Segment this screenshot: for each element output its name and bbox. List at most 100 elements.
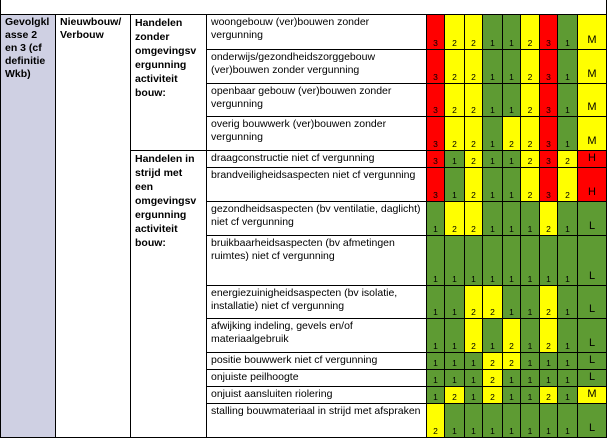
- group-label: Handelen zonder omgevingsvergunning acti…: [131, 15, 207, 151]
- score-cell: 3: [540, 117, 558, 151]
- risk-cell: M: [578, 84, 607, 117]
- score-cell: 1: [465, 370, 483, 387]
- row-description: gezondheidsaspecten (bv ventilatie, dagl…: [207, 202, 427, 236]
- row-description: positie bouwwerk niet cf vergunning: [207, 353, 427, 370]
- top-row: [0, 0, 607, 15]
- score-cell: 3: [427, 84, 445, 117]
- row-description: energiezuinigheidsaspecten (bv isolatie,…: [207, 286, 427, 319]
- score-cell: 1: [483, 168, 503, 202]
- score-cell: 2: [445, 202, 465, 236]
- score-cell: 1: [427, 202, 445, 236]
- score-cell: 2: [540, 286, 558, 319]
- score-cell: 2: [445, 84, 465, 117]
- score-cell: 2: [483, 387, 503, 404]
- score-cell: 2: [521, 151, 540, 168]
- score-cell: 1: [427, 387, 445, 404]
- score-cell: 2: [465, 286, 483, 319]
- score-cell: 2: [465, 117, 483, 151]
- row-description: bruikbaarheidsaspecten (bv afmetingen ru…: [207, 236, 427, 286]
- risk-cell: M: [578, 50, 607, 84]
- score-cell: 1: [540, 236, 558, 286]
- score-cell: 3: [427, 151, 445, 168]
- score-cell: 1: [503, 202, 521, 236]
- risk-cell: L: [578, 353, 607, 370]
- score-cell: 1: [558, 387, 578, 404]
- risk-cell: L: [578, 236, 607, 286]
- risk-cell: L: [578, 286, 607, 319]
- score-cell: 2: [540, 387, 558, 404]
- score-cell: 1: [483, 84, 503, 117]
- score-cell: 2: [445, 15, 465, 50]
- score-cell: 1: [483, 117, 503, 151]
- row-description: brandveiligheidsaspecten niet cf vergunn…: [207, 168, 427, 202]
- score-cell: 1: [558, 117, 578, 151]
- risk-cell: L: [578, 404, 607, 438]
- score-cell: 1: [558, 319, 578, 353]
- score-cell: 1: [503, 286, 521, 319]
- score-cell: 3: [540, 151, 558, 168]
- score-cell: 1: [521, 236, 540, 286]
- score-cell: 2: [521, 117, 540, 151]
- score-cell: 1: [558, 286, 578, 319]
- score-cell: 1: [558, 370, 578, 387]
- score-cell: 1: [503, 387, 521, 404]
- risk-cell: L: [578, 202, 607, 236]
- score-cell: 2: [445, 50, 465, 84]
- score-cell: 2: [503, 117, 521, 151]
- risk-cell: H: [578, 168, 607, 202]
- score-cell: 1: [540, 370, 558, 387]
- score-cell: 3: [540, 168, 558, 202]
- score-cell: 1: [558, 202, 578, 236]
- score-cell: 2: [521, 50, 540, 84]
- row-description: onjuiste peilhoogte: [207, 370, 427, 387]
- score-cell: 1: [558, 353, 578, 370]
- row-description: overig bouwwerk (ver)bouwen zonder vergu…: [207, 117, 427, 151]
- score-cell: 2: [465, 168, 483, 202]
- score-cell: 2: [558, 151, 578, 168]
- score-cell: 1: [427, 370, 445, 387]
- score-cell: 1: [540, 353, 558, 370]
- score-cell: 2: [521, 15, 540, 50]
- score-cell: 1: [445, 353, 465, 370]
- score-cell: 2: [521, 84, 540, 117]
- score-cell: 1: [483, 151, 503, 168]
- score-cell: 1: [521, 319, 540, 353]
- score-cell: 2: [465, 202, 483, 236]
- score-cell: 1: [503, 15, 521, 50]
- score-cell: 1: [503, 236, 521, 286]
- score-cell: 2: [445, 387, 465, 404]
- score-cell: 1: [558, 50, 578, 84]
- score-cell: 1: [483, 319, 503, 353]
- score-cell: 2: [465, 84, 483, 117]
- score-cell: 3: [540, 50, 558, 84]
- risk-cell: H: [578, 151, 607, 168]
- score-cell: 2: [427, 404, 445, 438]
- score-cell: 2: [540, 319, 558, 353]
- score-cell: 2: [465, 151, 483, 168]
- risk-cell: M: [578, 387, 607, 404]
- score-cell: 1: [445, 168, 465, 202]
- score-cell: 2: [521, 168, 540, 202]
- score-cell: 2: [483, 370, 503, 387]
- score-cell: 2: [503, 319, 521, 353]
- score-cell: 1: [465, 236, 483, 286]
- score-cell: 1: [445, 404, 465, 438]
- row-description: onderwijs/gezondheidszorggebouw (ver)bou…: [207, 50, 427, 84]
- risk-cell: M: [578, 15, 607, 50]
- score-cell: 1: [503, 370, 521, 387]
- score-cell: 1: [521, 404, 540, 438]
- construction-type: Nieuwbouw/Verbouw: [56, 15, 131, 438]
- score-cell: 1: [503, 168, 521, 202]
- score-cell: 1: [445, 370, 465, 387]
- score-cell: 1: [445, 286, 465, 319]
- score-cell: 2: [540, 202, 558, 236]
- score-cell: 1: [483, 202, 503, 236]
- row-description: draagconstructie niet cf vergunning: [207, 151, 427, 168]
- score-cell: 1: [483, 404, 503, 438]
- score-cell: 3: [427, 117, 445, 151]
- score-cell: 1: [483, 50, 503, 84]
- score-cell: 1: [503, 84, 521, 117]
- score-cell: 1: [427, 353, 445, 370]
- risk-cell: L: [578, 319, 607, 353]
